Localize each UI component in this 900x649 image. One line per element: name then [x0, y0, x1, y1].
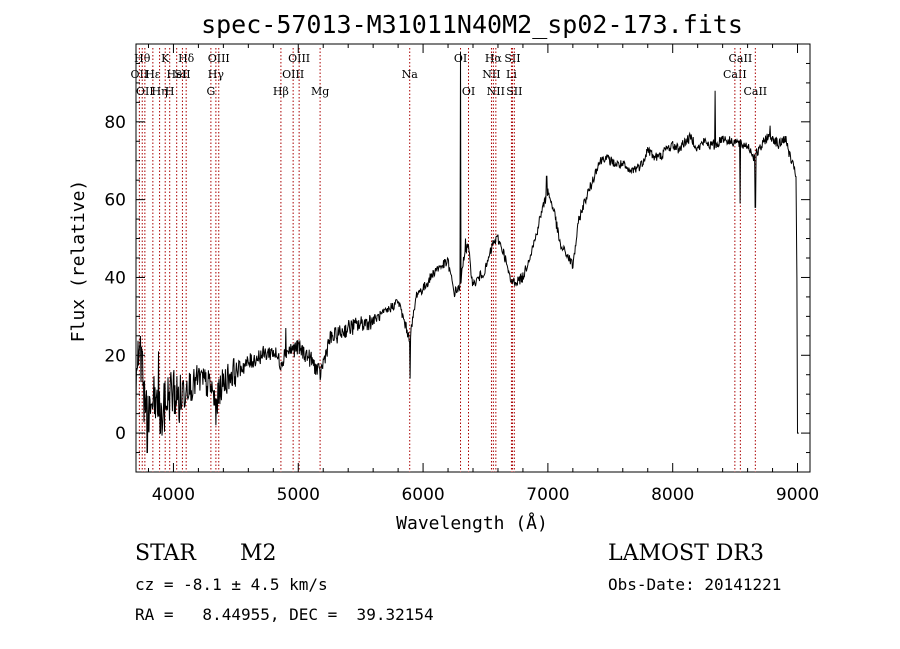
obs-date-text: Obs-Date: 20141221 [608, 575, 781, 594]
spectral-line-label: Na [402, 68, 419, 81]
spectral-line-label: CaII [729, 52, 753, 65]
spectral-line-label: OII [136, 85, 154, 98]
x-tick-label: 4000 [152, 485, 195, 505]
spectral-line-label: SII [504, 52, 520, 65]
chart-title: spec-57013-M31011N40M2_sp02-173.fits [201, 10, 743, 39]
redshift-text: cz = -8.1 ± 4.5 km/s [135, 575, 328, 594]
spectral-line-label: NII [482, 68, 500, 81]
x-axis-label: Wavelength (Å) [396, 512, 548, 534]
spectral-line-label: NII [487, 85, 505, 98]
line-markers: OIIHθOIIHεHηKHHeISIIHδGHγOIIIHβOIIIOIIIM… [131, 48, 767, 472]
spectral-line-label: Hβ [273, 85, 289, 98]
spectral-line-label: Hδ [178, 52, 195, 65]
y-tick-label: 0 [115, 424, 126, 444]
x-tick-label: 6000 [401, 485, 444, 505]
spectral-line-label: Hε [145, 68, 161, 81]
spectral-line-label: Hη [151, 85, 167, 98]
object-class: STAR [135, 541, 197, 566]
object-subclass: M2 [240, 541, 277, 566]
spectral-line-label: SII [506, 85, 522, 98]
y-axis-label: Flux (relative) [68, 180, 89, 343]
x-tick-label: 7000 [526, 485, 569, 505]
survey-name: LAMOST DR3 [608, 541, 764, 566]
spectral-line-label: Hθ [134, 52, 151, 65]
spectral-line-label: OII [131, 68, 149, 81]
spectral-line-label: Hα [485, 52, 503, 65]
spectral-line-label: Li [506, 68, 517, 81]
y-tick-label: 40 [104, 268, 126, 288]
spectral-line-label: Mg [311, 85, 329, 98]
spectral-line-label: SII [174, 68, 190, 81]
spectral-line-label: H [165, 85, 175, 98]
spectral-line-label: OIII [282, 68, 304, 81]
y-tick-label: 60 [104, 191, 126, 211]
x-tick-label: 5000 [277, 485, 320, 505]
spectral-line-label: OIII [208, 52, 230, 65]
spectral-line-label: Hγ [208, 68, 225, 81]
y-tick-label: 20 [104, 346, 126, 366]
spectral-line-label: G [206, 85, 215, 98]
y-tick-label: 80 [104, 113, 126, 133]
spectral-line-label: CaII [723, 68, 747, 81]
x-tick-label: 9000 [776, 485, 819, 505]
spectrum-line [135, 51, 799, 453]
coordinates-text: RA = 8.44955, DEC = 39.32154 [135, 605, 434, 624]
spectral-line-label: OIII [288, 52, 310, 65]
spectral-line-label: OI [462, 85, 475, 98]
spectral-line-label: HeI [166, 68, 186, 81]
spectral-line-label: K [161, 52, 170, 65]
x-tick-label: 8000 [651, 485, 694, 505]
plot-frame [135, 43, 811, 473]
spectral-line-label: CaII [743, 85, 767, 98]
